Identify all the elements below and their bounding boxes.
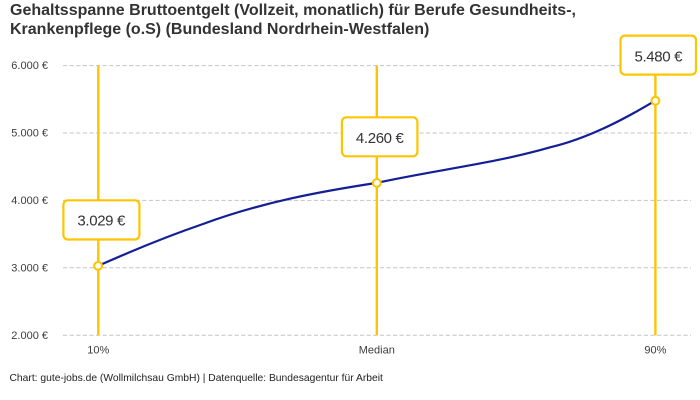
svg-text:2.000 €: 2.000 € [11, 330, 48, 342]
svg-text:10%: 10% [87, 345, 109, 357]
svg-text:Median: Median [359, 345, 395, 357]
svg-text:3.029 €: 3.029 € [77, 213, 126, 230]
svg-text:4.260 €: 4.260 € [356, 130, 405, 147]
svg-text:90%: 90% [644, 345, 666, 357]
svg-text:4.000 €: 4.000 € [11, 195, 48, 207]
svg-text:5.480 €: 5.480 € [634, 48, 683, 65]
svg-text:6.000 €: 6.000 € [11, 60, 48, 72]
svg-text:5.000 €: 5.000 € [11, 128, 48, 140]
svg-text:3.000 €: 3.000 € [11, 262, 48, 274]
